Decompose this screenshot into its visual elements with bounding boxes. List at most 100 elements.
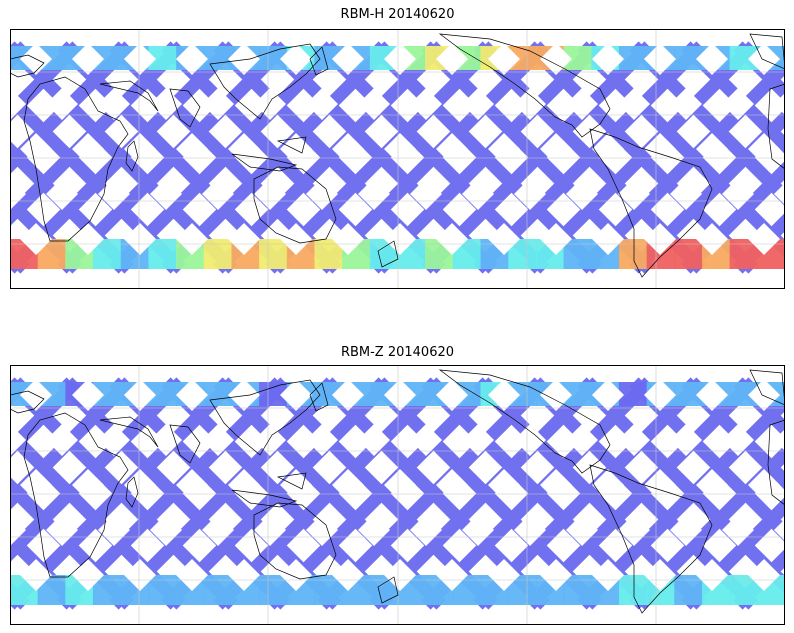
swath-gap (410, 178, 442, 210)
swath-gap (696, 469, 728, 501)
swath-gap (202, 178, 234, 210)
swath-gap (696, 223, 728, 255)
swath-track (681, 41, 785, 155)
swath-gap (670, 178, 702, 210)
band-cell (563, 239, 593, 269)
swath-gap (254, 514, 286, 546)
graticule (10, 29, 785, 289)
panel-2-title: RBM-Z 20140620 (340, 345, 455, 360)
band-cell (563, 575, 593, 605)
swath-gap (46, 88, 78, 120)
swath-gap (150, 514, 182, 546)
coastline (438, 369, 611, 474)
swath-gap (384, 379, 416, 411)
band-cell (203, 575, 233, 605)
coastline (99, 80, 201, 128)
band-cell (618, 575, 648, 605)
swath-gap (774, 519, 785, 541)
swath-track (629, 108, 785, 274)
swath-gap (332, 469, 364, 501)
band-cell (203, 382, 233, 406)
coastline (209, 379, 321, 456)
swath-gap (358, 424, 390, 456)
swath-gap (384, 43, 416, 75)
coastline (253, 502, 337, 580)
band-cell (148, 239, 178, 269)
swath-gap (98, 178, 130, 210)
coastline (253, 166, 337, 244)
swath-gap (384, 559, 416, 591)
swath-gap (488, 559, 520, 591)
swath-gap (46, 514, 78, 546)
swath-track (733, 212, 785, 274)
swath-gap (124, 223, 156, 255)
swath-gap (228, 223, 260, 255)
swath-gap (462, 178, 494, 210)
swath-gap (176, 223, 208, 255)
swath-gap (670, 514, 702, 546)
swath-gap (124, 379, 156, 411)
swath-gap (384, 223, 416, 255)
swath-gap (488, 133, 520, 165)
swath-gap (358, 178, 390, 210)
swath-gap (46, 424, 78, 456)
swath-gap (462, 88, 494, 120)
swath-gap (98, 514, 130, 546)
swath-gap (280, 469, 312, 501)
swath-gap (566, 88, 598, 120)
swath-gap (618, 88, 650, 120)
swath-gap (332, 379, 364, 411)
swath-gap (10, 514, 26, 546)
swath-gap (592, 223, 624, 255)
map-panel-rbm-z (10, 365, 785, 625)
swath-track (733, 548, 785, 610)
coastline (309, 46, 329, 76)
swath-gap (748, 223, 780, 255)
swath-gap (20, 469, 52, 501)
swath-gap (280, 223, 312, 255)
swath-gap (124, 43, 156, 75)
swath-gap (696, 379, 728, 411)
swath-gap (566, 424, 598, 456)
swath-gap (410, 514, 442, 546)
swath-gap (488, 379, 520, 411)
swath-gap (644, 469, 676, 501)
coastline (589, 128, 713, 278)
swath-gap (540, 469, 572, 501)
swath-gap (176, 469, 208, 501)
swath-gap (436, 469, 468, 501)
swath-gap (592, 379, 624, 411)
swath-gap (592, 559, 624, 591)
swath-gap (202, 514, 234, 546)
swath-track (733, 377, 785, 439)
swath-gap (280, 43, 312, 75)
band-cell (259, 239, 288, 269)
swath-gap (20, 559, 52, 591)
swath-track (681, 160, 785, 274)
map-frame (10, 29, 785, 289)
swath-gap (514, 88, 546, 120)
swath-gap (72, 223, 104, 255)
swath-gap (150, 424, 182, 456)
coastline (99, 416, 201, 464)
panel-1-title: RBM-H 20140620 (340, 7, 455, 22)
swath-gap (748, 559, 780, 591)
swath-gap (176, 379, 208, 411)
coastline (23, 76, 129, 242)
swath-gap (410, 424, 442, 456)
swath-gap (72, 469, 104, 501)
swath-gap (72, 133, 104, 165)
graticule (10, 365, 785, 625)
swath-gap (254, 178, 286, 210)
swath-gap (332, 43, 364, 75)
swath-gap (566, 514, 598, 546)
swath-track (629, 444, 785, 610)
swath-gap (124, 469, 156, 501)
swath-track (681, 377, 785, 491)
swath-gap (644, 43, 676, 75)
swath-gap (774, 183, 785, 205)
swath-gap (644, 379, 676, 411)
swath-gap (10, 424, 26, 456)
band-cell (259, 575, 288, 605)
swath-gap (306, 88, 338, 120)
